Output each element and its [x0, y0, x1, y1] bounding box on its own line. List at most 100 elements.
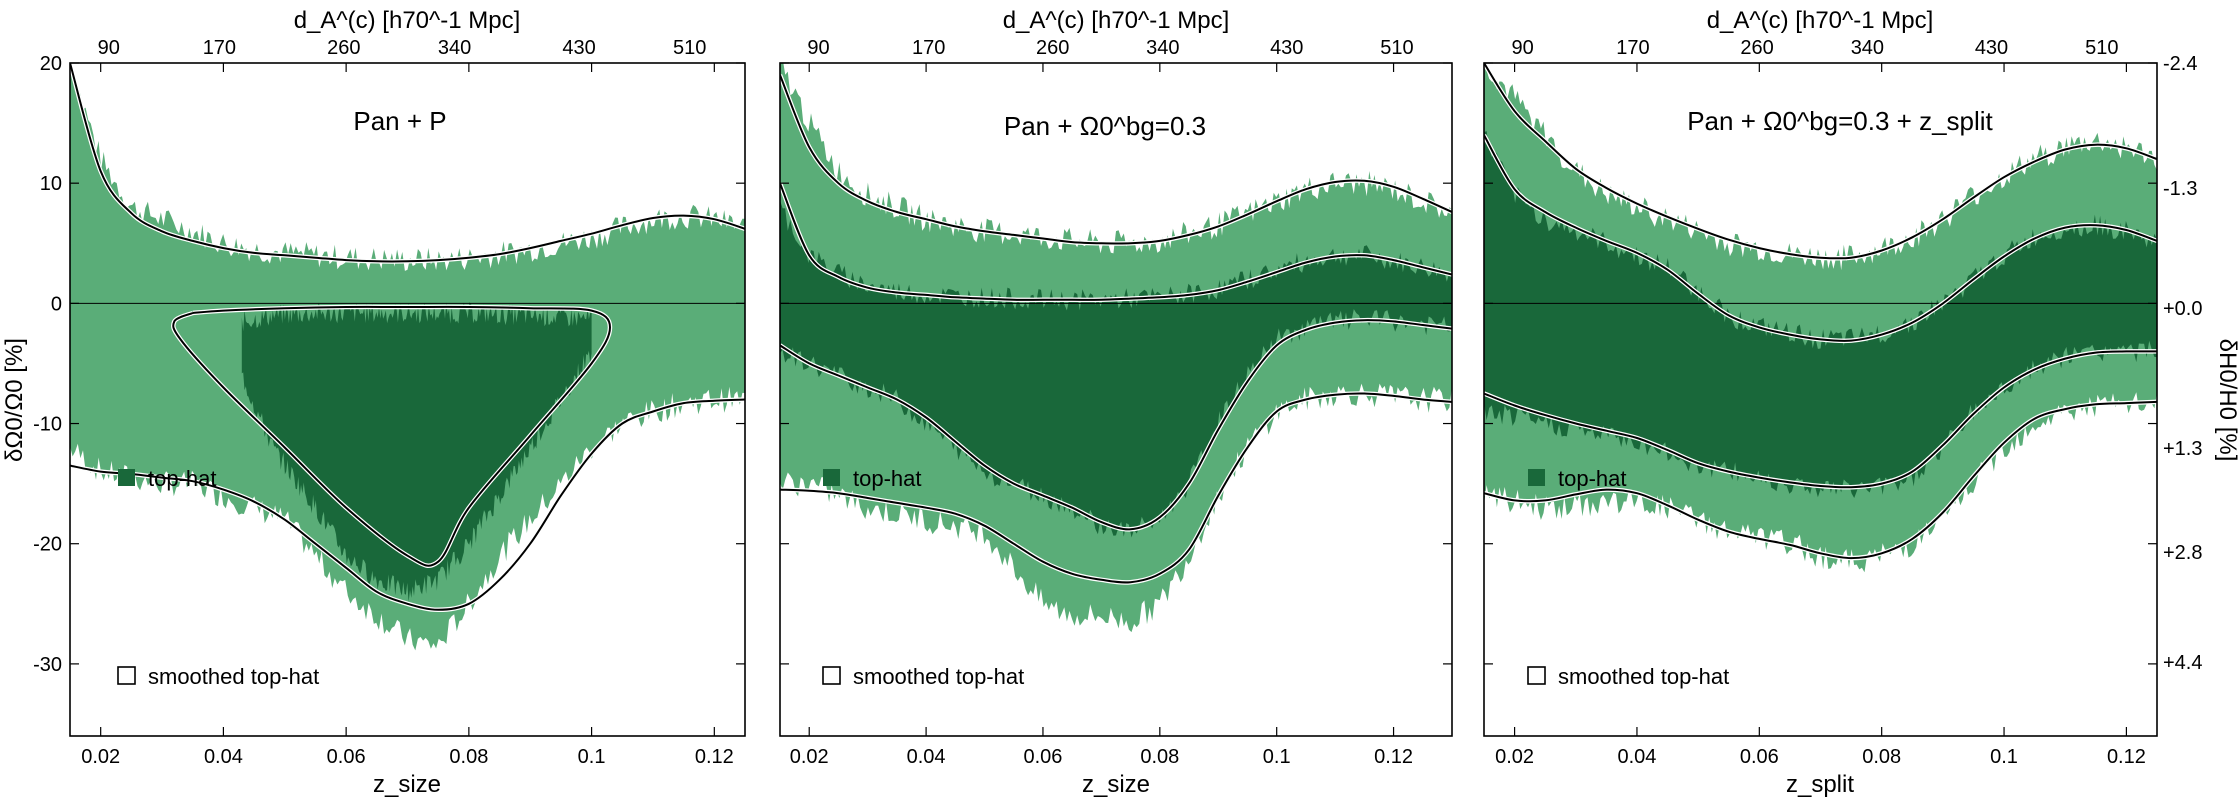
- top-tick-label: 510: [673, 37, 706, 59]
- legend-tophat-label: top-hat: [1558, 466, 1627, 491]
- right-tick-label: +1.3: [2163, 438, 2202, 460]
- panel-2: 0.02 0.04 0.06 0.08 0.1 0.12 90 170 260 340 430 51…: [779, 7, 1453, 798]
- top-tick-label: 340: [438, 37, 471, 59]
- legend-tophat-label: top-hat: [148, 466, 217, 491]
- panel-3-top-ticks: 90 170 260 340 430 510: [1511, 37, 2118, 59]
- top-tick-label: 510: [1380, 37, 1413, 59]
- top-tick-label: 260: [1740, 37, 1773, 59]
- panel-3-title: Pan + Ω0^bg=0.3 + z_split: [1687, 106, 1993, 136]
- top-tick-label: 90: [1511, 37, 1533, 59]
- panel-1-smoothed-lines: [70, 63, 745, 613]
- panel-1-top-label: d_A^(c) [h70^-1 Mpc]: [294, 7, 521, 34]
- panel-2-x-ticks: 0.02 0.04 0.06 0.08 0.1 0.12: [790, 63, 1413, 768]
- top-tick-label: 170: [1616, 37, 1649, 59]
- legend-smoothed-swatch: [822, 666, 841, 685]
- panel-2-top-ticks: 90 170 260 340 430 510: [807, 37, 1413, 59]
- panel-2-dark-band: [780, 200, 1452, 538]
- x-tick-label: 0.06: [327, 746, 366, 768]
- top-tick-label: 170: [912, 37, 945, 59]
- left-axis-label: δΩ0/Ω0 [%]: [1, 338, 28, 462]
- x-tick-label: 0.12: [1374, 746, 1413, 768]
- legend-smoothed-label: smoothed top-hat: [853, 664, 1024, 689]
- right-axis-label: δH0/H0 [%]: [2214, 339, 2240, 462]
- panel-1-xlabel: z_size: [373, 771, 441, 798]
- legend-smoothed-label: smoothed top-hat: [1558, 664, 1729, 689]
- x-tick-label: 0.04: [907, 746, 946, 768]
- top-tick-label: 340: [1146, 37, 1179, 59]
- right-tick-label: -1.3: [2163, 178, 2197, 200]
- x-tick-label: 0.02: [1495, 746, 1534, 768]
- smoothed-line: [780, 392, 1452, 584]
- top-tick-label: 510: [2085, 37, 2118, 59]
- x-tick-label: 0.08: [1140, 746, 1179, 768]
- x-tick-label: 0.04: [204, 746, 243, 768]
- panel-2-smoothed-lines: [780, 74, 1452, 585]
- panel-3-dark-band: [1484, 131, 2157, 498]
- legend-tophat-label: top-hat: [853, 466, 922, 491]
- panel-3: 0.02 0.04 0.06 0.08 0.1 0.12 90 170 260 340 430 51…: [1483, 7, 2240, 798]
- y-tick-label: 0: [51, 293, 62, 315]
- panel-3-frame: [1483, 62, 2158, 737]
- x-tick-label: 0.02: [790, 746, 829, 768]
- x-tick-label: 0.12: [695, 746, 734, 768]
- y-tick-label: -30: [33, 654, 62, 676]
- panel-3-x-ticks: 0.02 0.04 0.06 0.08 0.1 0.12: [1495, 63, 2146, 768]
- right-tick-label: +2.8: [2163, 542, 2202, 564]
- legend-tophat-swatch: [823, 469, 840, 486]
- x-tick-label: 0.1: [1263, 746, 1291, 768]
- panel-1-top-ticks: 90 170 260 340 430 510: [98, 37, 707, 59]
- right-tick-label: +0.0: [2163, 298, 2202, 320]
- right-tick-label: +4.4: [2163, 652, 2202, 674]
- y-tick-label: 20: [40, 53, 62, 75]
- panel-1-title: Pan + P: [353, 106, 446, 136]
- x-tick-label: 0.08: [1862, 746, 1901, 768]
- panel-1-y-ticks: 20 10 0 -10 -20 -30: [33, 53, 745, 676]
- x-tick-label: 0.04: [1617, 746, 1656, 768]
- panel-2-frame: [779, 62, 1453, 737]
- panel-1-x-ticks: 0.02 0.04 0.06 0.08 0.1 0.12: [81, 63, 734, 768]
- smoothed-line: [70, 63, 745, 263]
- smoothed-line: [172, 305, 611, 567]
- smoothed-line: [1484, 400, 2157, 560]
- top-tick-label: 260: [327, 37, 360, 59]
- legend-smoothed-label: smoothed top-hat: [148, 664, 319, 689]
- legend-smoothed-swatch: [1527, 666, 1546, 685]
- panel-3-legend: top-hat smoothed top-hat: [1527, 466, 1729, 689]
- smoothed-line: [780, 319, 1452, 531]
- panel-1: 0.02 0.04 0.06 0.08 0.1 0.12 90 170 260 340 430 51…: [1, 7, 746, 798]
- top-tick-label: 90: [98, 37, 120, 59]
- x-tick-label: 0.02: [81, 746, 120, 768]
- y-tick-label: 10: [40, 173, 62, 195]
- panel-3-right-ticks: -2.4 -1.3 +0.0 +1.3 +2.8 +4.4: [1484, 53, 2202, 674]
- top-tick-label: 430: [1975, 37, 2008, 59]
- smoothed-line: [780, 182, 1452, 301]
- panel-2-top-label: d_A^(c) [h70^-1 Mpc]: [1003, 7, 1230, 34]
- panel-2-legend: top-hat smoothed top-hat: [822, 466, 1024, 689]
- panel-3-top-label: d_A^(c) [h70^-1 Mpc]: [1707, 7, 1934, 34]
- y-tick-label: -20: [33, 534, 62, 556]
- top-tick-label: 260: [1036, 37, 1069, 59]
- x-tick-label: 0.06: [1023, 746, 1062, 768]
- top-tick-label: 90: [807, 37, 829, 59]
- top-tick-label: 170: [203, 37, 236, 59]
- panel-1-legend: top-hat smoothed top-hat: [117, 466, 319, 689]
- smoothed-line: [70, 398, 745, 611]
- smoothed-line: [780, 74, 1452, 245]
- panel-2-title: Pan + Ω0^bg=0.3: [1004, 111, 1206, 141]
- panel-1-dark-band: [241, 302, 592, 602]
- x-tick-label: 0.06: [1740, 746, 1779, 768]
- smoothed-line: [1484, 63, 2157, 260]
- y-tick-label: -10: [33, 414, 62, 436]
- x-tick-label: 0.08: [449, 746, 488, 768]
- x-tick-label: 0.1: [1990, 746, 2018, 768]
- x-tick-label: 0.12: [2107, 746, 2146, 768]
- legend-smoothed-swatch: [117, 666, 136, 685]
- panel-1-frame: [69, 62, 746, 737]
- top-tick-label: 340: [1851, 37, 1884, 59]
- smoothed-line: [1484, 350, 2157, 489]
- legend-tophat-swatch: [118, 469, 135, 486]
- x-tick-label: 0.1: [578, 746, 606, 768]
- right-tick-label: -2.4: [2163, 53, 2197, 75]
- panel-3-smoothed-lines: [1484, 63, 2157, 561]
